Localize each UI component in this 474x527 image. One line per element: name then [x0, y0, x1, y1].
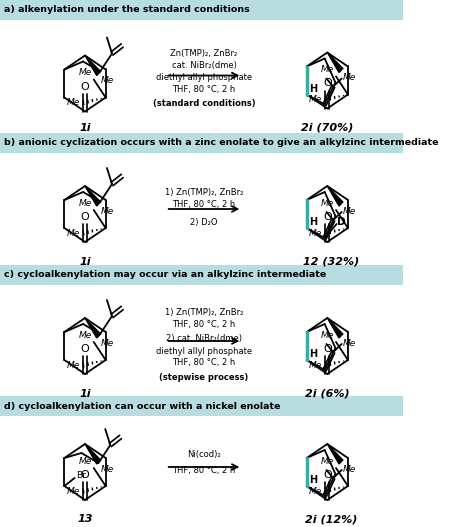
Text: Me: Me — [343, 338, 356, 347]
Bar — [0, 396, 403, 416]
Text: Br: Br — [76, 472, 86, 481]
Text: b) anionic cyclization occurs with a zinc enolate to give an alkylzinc intermedi: b) anionic cyclization occurs with a zin… — [4, 138, 439, 148]
Polygon shape — [328, 186, 343, 206]
Text: 1i: 1i — [79, 257, 91, 267]
Text: diethyl allyl phosphate: diethyl allyl phosphate — [156, 73, 252, 82]
Text: 2i (12%): 2i (12%) — [305, 514, 358, 524]
Text: Me: Me — [309, 229, 322, 238]
Text: 2) cat. NiBr₂(dme): 2) cat. NiBr₂(dme) — [166, 335, 242, 344]
Text: 2i (6%): 2i (6%) — [305, 389, 350, 399]
Bar — [0, 265, 403, 285]
Text: Me: Me — [67, 229, 80, 238]
Text: Me: Me — [79, 199, 92, 208]
Polygon shape — [328, 53, 343, 73]
Text: Me: Me — [79, 68, 92, 77]
Text: Me: Me — [100, 338, 114, 347]
Text: THF, 80 °C, 2 h: THF, 80 °C, 2 h — [173, 200, 236, 210]
Polygon shape — [85, 444, 100, 464]
Text: Me: Me — [343, 73, 356, 82]
Text: Me: Me — [100, 76, 114, 85]
Text: O: O — [323, 212, 332, 222]
Text: Me: Me — [343, 464, 356, 473]
Bar — [0, 133, 403, 153]
Text: Me: Me — [321, 199, 334, 208]
Polygon shape — [328, 444, 343, 464]
Text: THF, 80 °C, 2 h: THF, 80 °C, 2 h — [173, 320, 236, 329]
Text: H: H — [310, 349, 318, 359]
Text: D: D — [337, 217, 346, 227]
Text: Me: Me — [343, 207, 356, 216]
Text: Me: Me — [309, 360, 322, 369]
Text: Me: Me — [67, 360, 80, 369]
Text: O: O — [81, 470, 90, 480]
Text: 1) Zn(TMP)₂, ZnBr₂: 1) Zn(TMP)₂, ZnBr₂ — [165, 308, 243, 317]
Text: diethyl allyl phosphate: diethyl allyl phosphate — [156, 346, 252, 356]
Text: O: O — [323, 344, 332, 354]
Text: Me: Me — [79, 330, 92, 339]
Polygon shape — [85, 55, 100, 75]
Text: c) cycloalkenylation may occur via an alkylzinc intermediate: c) cycloalkenylation may occur via an al… — [4, 270, 327, 279]
Text: THF, 80 °C, 2 h: THF, 80 °C, 2 h — [173, 85, 236, 94]
Text: 2) D₂O: 2) D₂O — [190, 219, 218, 228]
Text: O: O — [323, 79, 332, 89]
Text: Me: Me — [309, 95, 322, 104]
Text: O: O — [81, 344, 90, 354]
Text: a) alkenylation under the standard conditions: a) alkenylation under the standard condi… — [4, 5, 250, 15]
Text: (stepwise process): (stepwise process) — [159, 373, 249, 382]
Text: Ni(cod)₂: Ni(cod)₂ — [187, 451, 221, 460]
Text: 1) Zn(TMP)₂, ZnBr₂: 1) Zn(TMP)₂, ZnBr₂ — [165, 189, 243, 198]
Text: Me: Me — [321, 456, 334, 465]
Polygon shape — [328, 318, 343, 338]
Text: H: H — [310, 83, 318, 93]
Text: Me: Me — [321, 65, 334, 74]
Polygon shape — [85, 186, 100, 206]
Text: cat. NiBr₂(dme): cat. NiBr₂(dme) — [172, 61, 237, 70]
Text: H: H — [310, 475, 318, 485]
Text: Me: Me — [67, 98, 80, 107]
Text: O: O — [323, 470, 332, 480]
Text: Me: Me — [100, 464, 114, 473]
Text: Me: Me — [100, 207, 114, 216]
Text: d) cycloalkenylation can occur with a nickel enolate: d) cycloalkenylation can occur with a ni… — [4, 402, 281, 411]
Text: 1i: 1i — [79, 389, 91, 399]
Text: (standard conditions): (standard conditions) — [153, 99, 255, 108]
Text: Me: Me — [321, 330, 334, 339]
Text: O: O — [81, 212, 90, 222]
Text: THF, 80 °C, 2 h: THF, 80 °C, 2 h — [173, 358, 236, 367]
Text: 1i: 1i — [79, 123, 91, 133]
Text: Me: Me — [309, 486, 322, 495]
Polygon shape — [85, 318, 100, 338]
Text: 12 (32%): 12 (32%) — [303, 257, 360, 267]
Text: 13: 13 — [77, 514, 93, 524]
Text: Me: Me — [79, 456, 92, 465]
Text: Zn(TMP)₂, ZnBr₂: Zn(TMP)₂, ZnBr₂ — [171, 49, 237, 58]
Text: O: O — [81, 82, 90, 92]
Text: THF, 80 °C, 2 h: THF, 80 °C, 2 h — [173, 466, 236, 475]
Bar — [0, 0, 403, 20]
Text: H: H — [310, 217, 318, 227]
Text: Me: Me — [67, 486, 80, 495]
Text: 2i (70%): 2i (70%) — [301, 123, 354, 133]
